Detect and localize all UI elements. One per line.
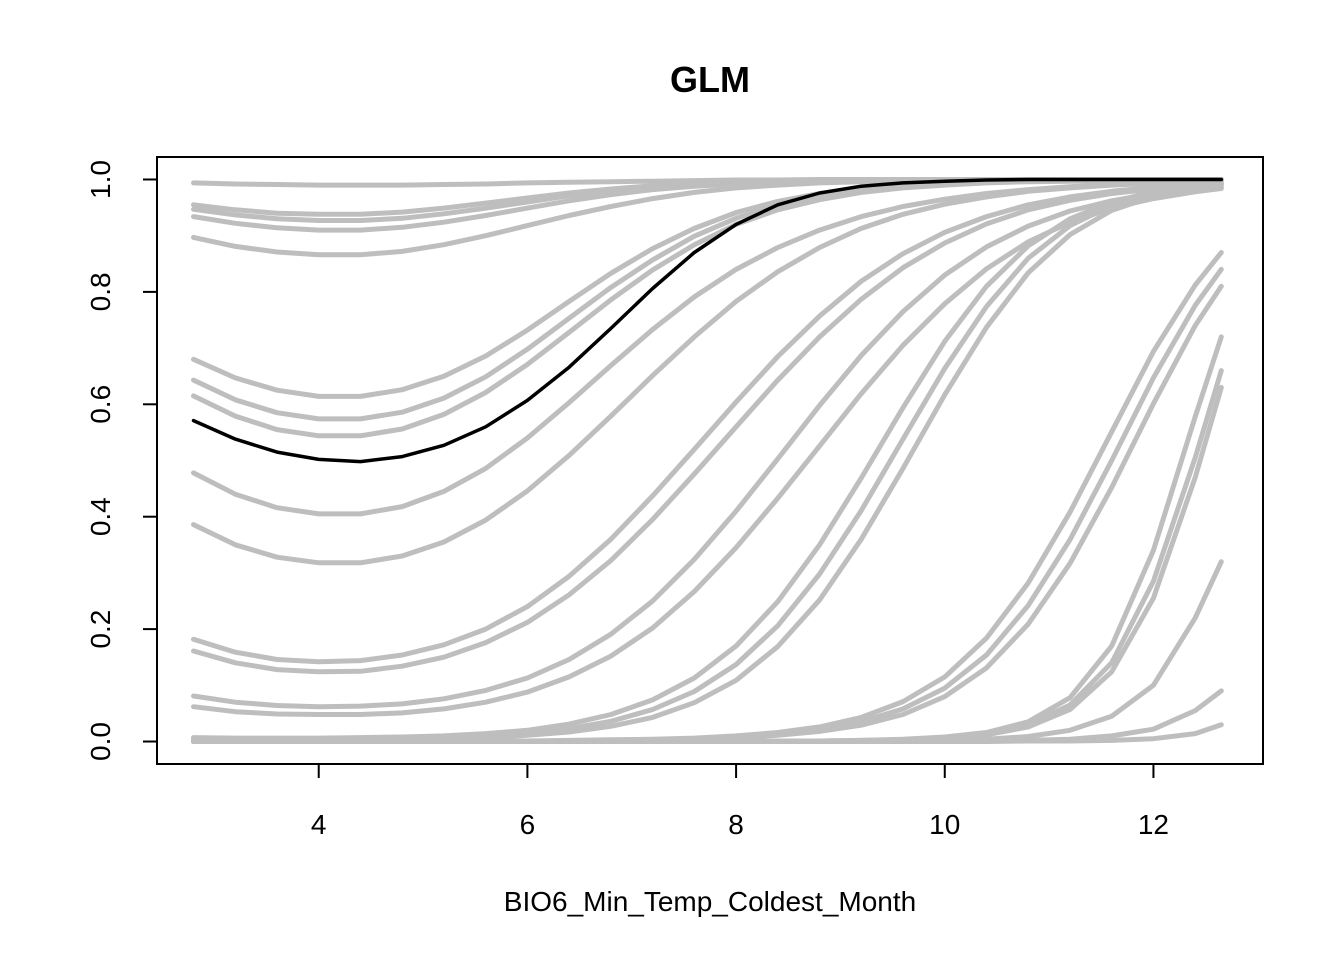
y-tick-label: 0.8	[85, 272, 116, 311]
x-tick-label: 4	[311, 809, 327, 840]
replicate-response-curve-13	[191, 184, 1224, 710]
chart-title: GLM	[670, 59, 750, 100]
replicate-response-curve-26	[191, 722, 1224, 744]
y-tick-label: 0.2	[85, 610, 116, 649]
x-axis: 4 6 8 10 12	[311, 764, 1169, 840]
y-tick-label: 0.6	[85, 385, 116, 424]
x-axis-label: BIO6_Min_Temp_Coldest_Month	[504, 886, 916, 917]
replicate-response-curve-14	[191, 186, 1224, 717]
replicate-response-curve-12	[191, 182, 1224, 675]
mean-response-curve	[191, 177, 1224, 464]
plot-curves	[191, 177, 1224, 744]
x-tick-label: 8	[728, 809, 744, 840]
plot-frame	[156, 156, 1264, 765]
x-tick-label: 12	[1138, 809, 1169, 840]
replicate-response-curve-11	[191, 180, 1224, 665]
y-tick-label: 1.0	[85, 160, 116, 199]
y-axis: 0.0 0.2 0.4 0.6 0.8 1.0	[85, 160, 157, 761]
y-tick-label: 0.4	[85, 497, 116, 536]
x-tick-label: 10	[929, 809, 960, 840]
replicate-response-curve-8	[191, 177, 1224, 439]
y-tick-label: 0.0	[85, 722, 116, 761]
x-tick-label: 6	[520, 809, 536, 840]
replicate-response-curve-10	[191, 179, 1224, 566]
